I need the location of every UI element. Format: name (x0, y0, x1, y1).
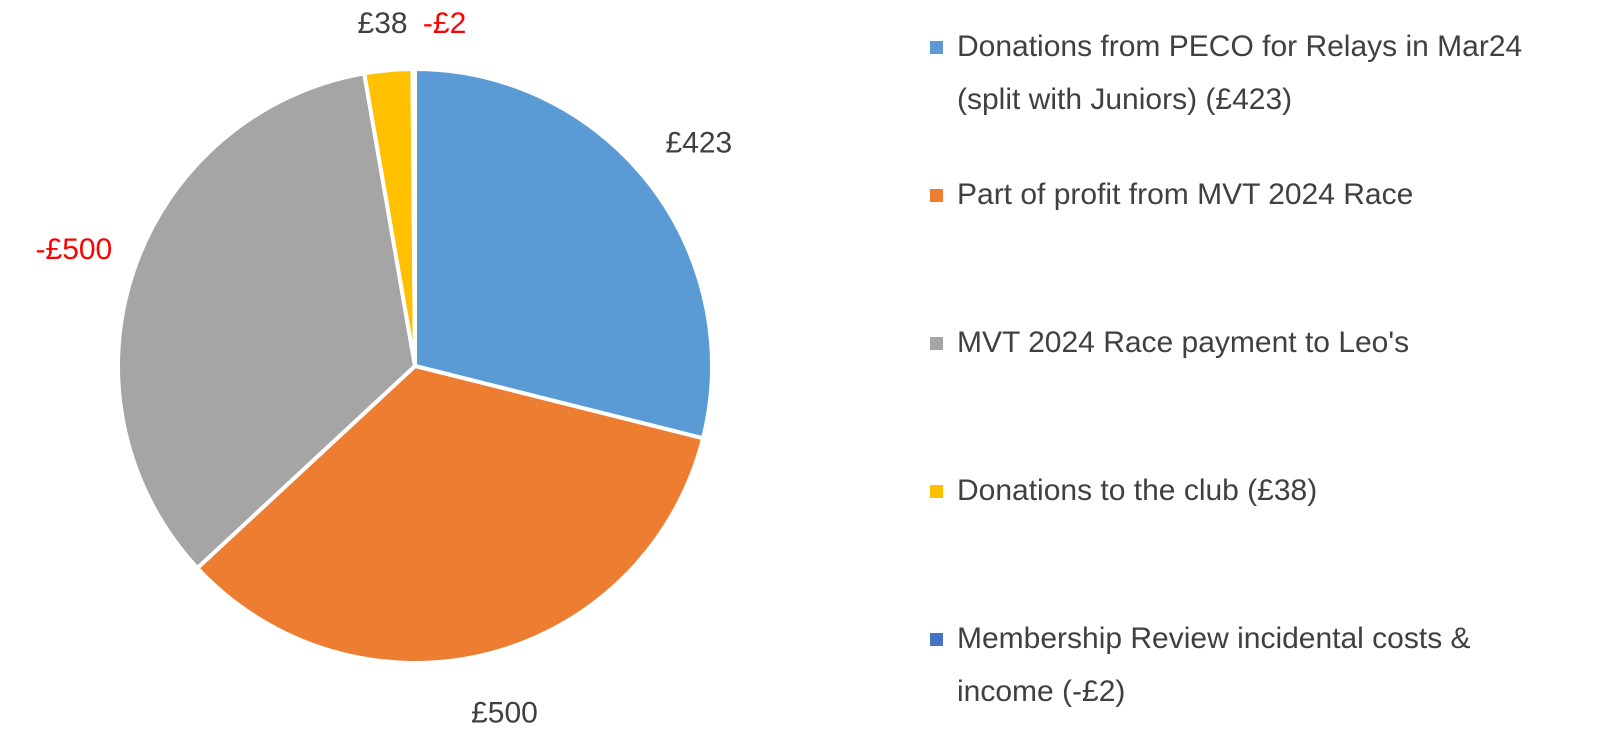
pie-slice (413, 66, 714, 441)
legend-item: Part of profit from MVT 2024 Race (930, 168, 1570, 221)
data-label: £38 (358, 7, 408, 40)
legend-swatch (930, 337, 943, 350)
legend-label: MVT 2024 Race payment to Leo's (957, 326, 1410, 359)
pie-slice (194, 363, 706, 665)
pie-slice (116, 71, 418, 571)
pie-slice (410, 66, 417, 367)
legend-swatch (930, 633, 943, 646)
legend-label: Part of profit from MVT 2024 Race (957, 178, 1414, 211)
legend-label: Donations to the club (£38) (957, 474, 1318, 507)
data-label: £423 (665, 127, 732, 160)
legend-swatch (930, 41, 943, 54)
legend-label: Donations from PECO for Relays in Mar24 … (957, 30, 1523, 116)
legend-item: Donations from PECO for Relays in Mar24 … (930, 20, 1570, 126)
legend-item: Donations to the club (£38) (930, 464, 1570, 517)
data-label: -£500 (36, 233, 113, 266)
legend-item: MVT 2024 Race payment to Leo's (930, 316, 1570, 369)
legend-label: Membership Review incidental costs & inc… (957, 622, 1471, 708)
legend-swatch (930, 189, 943, 202)
pie-area: £423 £500 -£500 £38 -£2 (36, 7, 733, 730)
legend-swatch (930, 485, 943, 498)
data-label: -£2 (423, 7, 466, 40)
legend-item: Membership Review incidental costs & inc… (930, 612, 1570, 718)
data-label: £500 (471, 697, 538, 730)
